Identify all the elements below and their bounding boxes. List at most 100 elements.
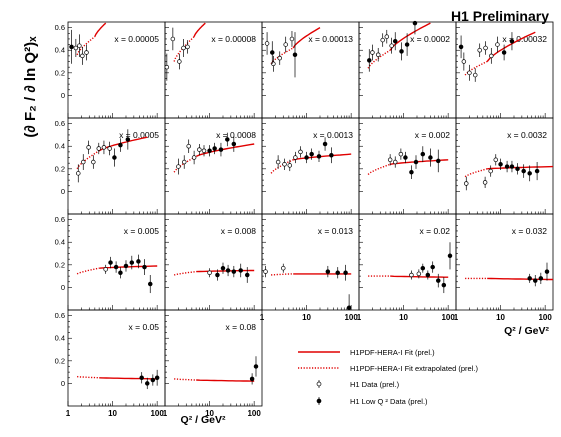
data-point-lowq2 xyxy=(501,50,507,55)
y-axis-label: (∂ F₂ / ∂ ln Q²)ₓ xyxy=(22,36,39,138)
fit-curve xyxy=(196,269,255,273)
panel-label: x = 0.0005 xyxy=(119,130,159,140)
data-point-lowq2 xyxy=(527,171,532,176)
y-tick-label: 0 xyxy=(61,283,65,292)
x-tick-label: 1 xyxy=(66,409,71,418)
panel-label: x = 0.0002 xyxy=(410,34,450,44)
panel-label: x = 0.0008 xyxy=(216,130,256,140)
data-point-open xyxy=(493,157,499,163)
data-point-lowq2 xyxy=(346,305,352,310)
fit-curve xyxy=(487,165,554,170)
data-point-lowq2 xyxy=(413,159,419,165)
data-point-lowq2 xyxy=(145,381,150,386)
data-point-open xyxy=(101,145,107,150)
data-point-open xyxy=(467,70,472,76)
data-point-lowq2 xyxy=(142,264,147,270)
chart-title: H1 Preliminary xyxy=(451,8,549,24)
panel-17: 1 10 100 x = 0.08 xyxy=(163,309,263,418)
panel-8: x = 0.0013 xyxy=(261,117,360,215)
y-tick-label: 0.2 xyxy=(55,68,65,77)
data-point-lowq2 xyxy=(498,162,503,167)
fit-curve xyxy=(99,265,158,269)
data-point-lowq2 xyxy=(108,260,113,265)
data-point-open xyxy=(81,159,86,165)
data-point-lowq2 xyxy=(409,169,414,175)
fit-curve xyxy=(195,143,255,158)
panel-label: x = 0.005 xyxy=(124,226,159,236)
fit-extrapolated-curve xyxy=(76,150,100,170)
data-point-open xyxy=(170,36,176,42)
x-tick-label: 10 xyxy=(302,313,311,322)
panel-label: x = 0.0013 xyxy=(313,130,353,140)
data-point-open xyxy=(461,59,467,64)
x-tick-label: 100 xyxy=(344,313,358,322)
fit-curve xyxy=(486,31,536,62)
data-point-open xyxy=(164,64,170,70)
data-point-lowq2 xyxy=(412,20,418,26)
data-point-open xyxy=(483,45,488,51)
data-point-lowq2 xyxy=(392,38,398,44)
data-point-open xyxy=(380,37,385,43)
data-point-lowq2 xyxy=(113,264,119,270)
fit-extrapolated-curve xyxy=(464,168,488,178)
panel-label: x = 0.08 xyxy=(226,322,257,332)
legend-data-label: H1 Data (prel.) xyxy=(350,380,400,389)
data-point-open xyxy=(416,271,422,277)
panel-13: 1 10 100 x = 0.013 xyxy=(260,213,360,322)
x-tick-label: 100 xyxy=(247,409,261,418)
data-point-open xyxy=(181,159,187,165)
panel-label: x = 0.008 xyxy=(221,226,256,236)
data-point-lowq2 xyxy=(329,153,334,158)
panel-2: x = 0.00008 xyxy=(164,21,263,119)
data-point-lowq2 xyxy=(212,146,217,151)
data-point-open xyxy=(107,146,112,151)
panel-label: x = 0.05 xyxy=(129,322,160,332)
fit-curve xyxy=(98,136,148,152)
data-point-lowq2 xyxy=(533,278,538,283)
fit-extrapolated-curve xyxy=(271,273,294,276)
data-point-lowq2 xyxy=(249,376,255,382)
data-point-lowq2 xyxy=(215,272,220,278)
data-point-open xyxy=(384,34,390,39)
data-point-lowq2 xyxy=(220,265,226,271)
data-point-open xyxy=(281,265,286,271)
data-point-open xyxy=(80,53,85,59)
panel-9: x = 0.002 xyxy=(358,117,457,215)
data-point-lowq2 xyxy=(509,164,515,169)
y-tick-label: 0.4 xyxy=(55,142,65,151)
data-point-open xyxy=(91,159,96,165)
fit-curve xyxy=(292,26,321,49)
data-point-lowq2 xyxy=(69,44,74,50)
data-point-open xyxy=(282,162,287,167)
data-point-open xyxy=(76,171,81,176)
legend-lowq2-label: H1 Low Q ² Data (prel.) xyxy=(350,397,428,406)
data-point-lowq2 xyxy=(521,168,526,174)
fit-extrapolated-curve xyxy=(173,270,197,276)
panel-frame xyxy=(164,309,263,407)
legend-fit-label: H1PDF-HERA-I Fit (prel.) xyxy=(350,348,435,357)
data-point-open xyxy=(73,45,79,51)
data-point-open xyxy=(477,47,482,53)
data-point-open xyxy=(389,43,394,48)
data-point-lowq2 xyxy=(403,155,408,160)
data-point-lowq2 xyxy=(325,269,331,274)
data-point-lowq2 xyxy=(118,142,123,148)
y-tick-label: 0.2 xyxy=(55,164,65,173)
data-point-lowq2 xyxy=(150,377,156,383)
data-point-open xyxy=(197,147,202,152)
data-point-open xyxy=(375,52,381,58)
fit-extrapolated-curve xyxy=(174,378,197,381)
y-tick-label: 0.4 xyxy=(55,334,65,343)
data-point-open xyxy=(103,267,108,272)
data-point-open xyxy=(387,157,393,163)
data-point-lowq2 xyxy=(225,137,230,142)
fit-extrapolated-curve xyxy=(270,47,294,65)
data-point-open xyxy=(201,148,207,154)
data-point-open xyxy=(482,180,488,185)
panel-12: x = 0.008 xyxy=(164,213,263,311)
panel-14: 1 10 100 x = 0.02 xyxy=(357,213,457,322)
data-point-lowq2 xyxy=(335,270,340,275)
legend-extrap-label: H1PDF-HERA-I Fit extrapolated (prel.) xyxy=(350,364,478,373)
data-point-open xyxy=(176,164,181,169)
data-point-lowq2 xyxy=(112,155,117,160)
